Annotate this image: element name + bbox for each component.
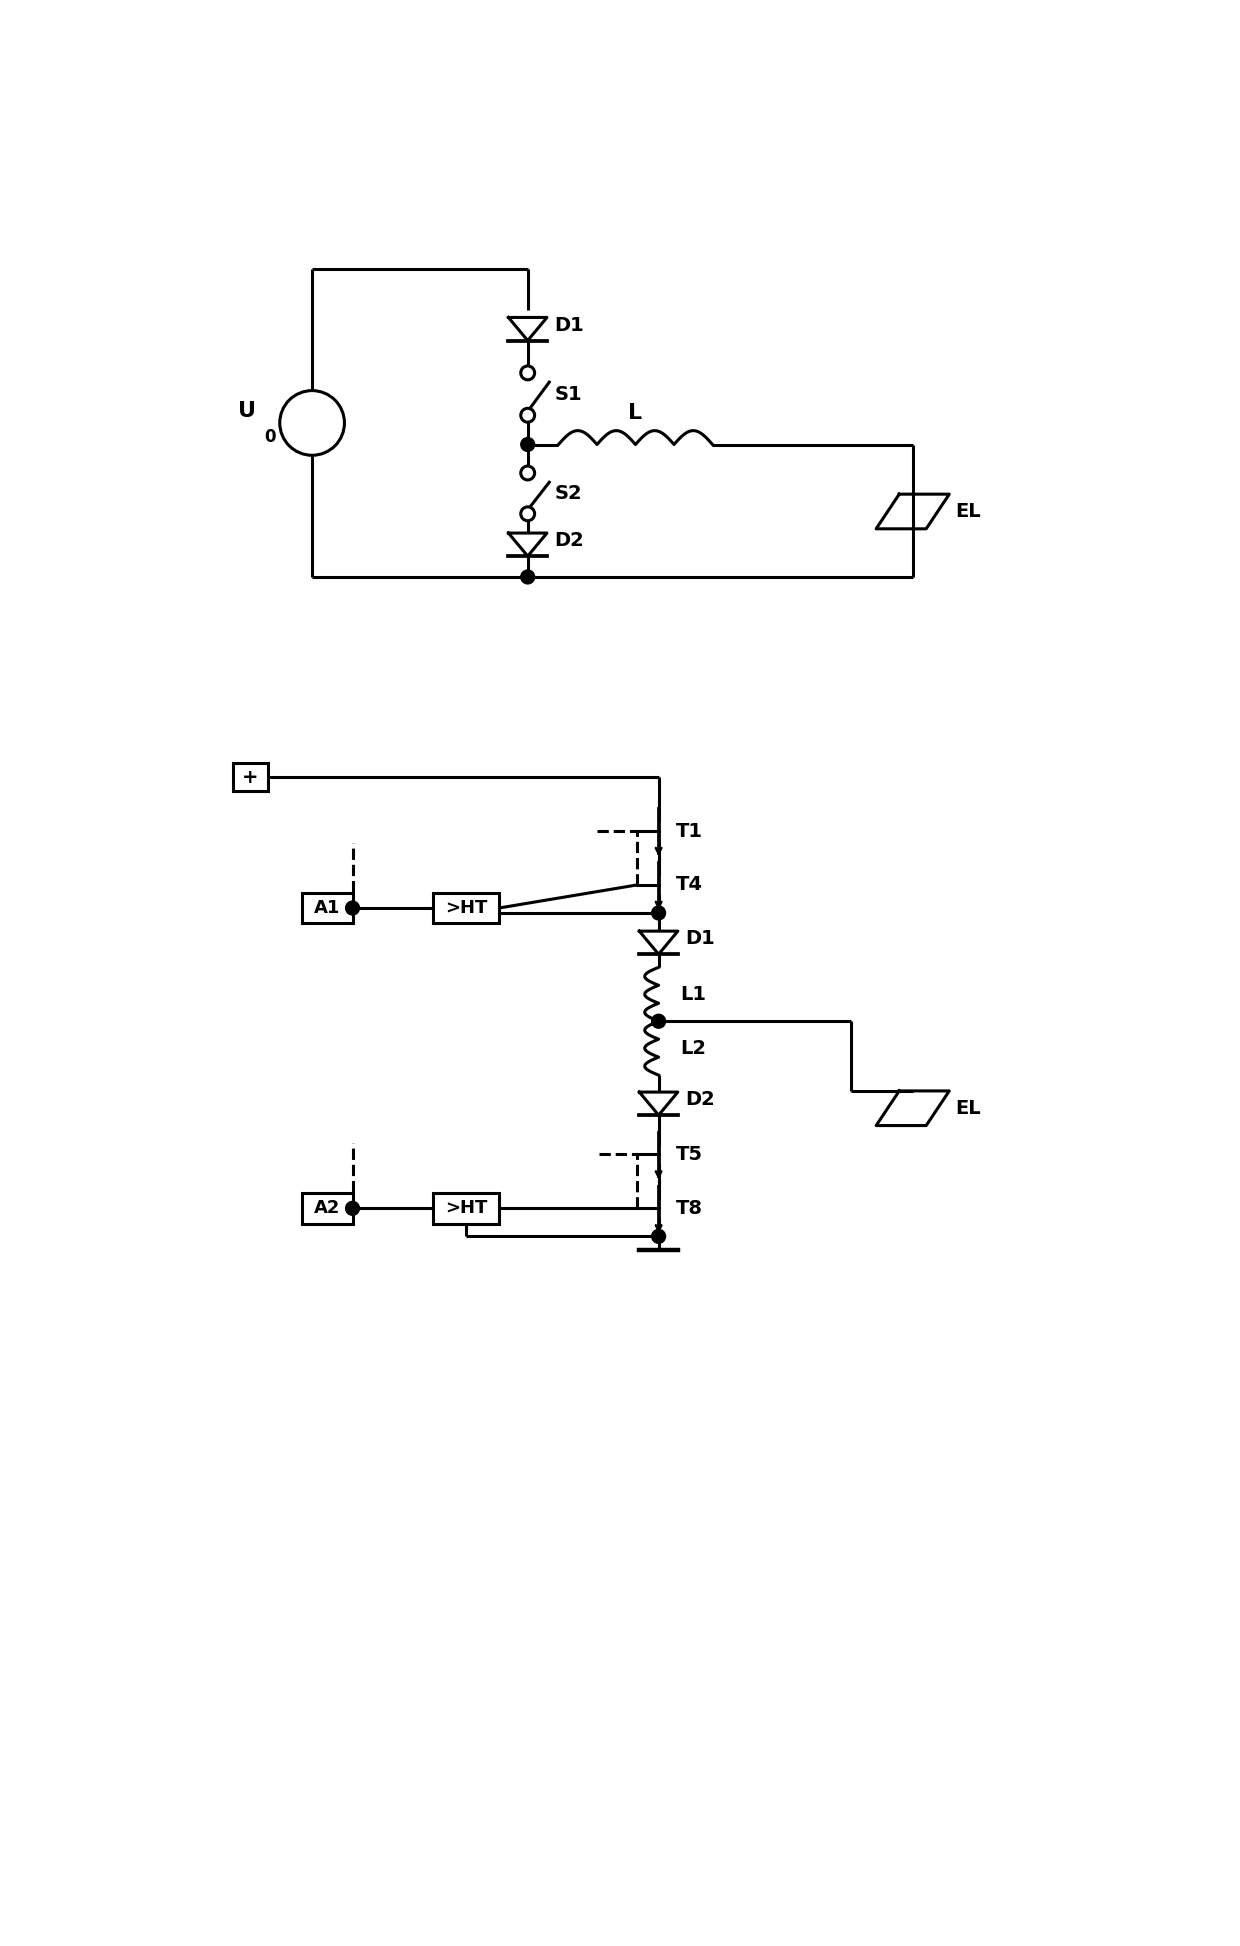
Circle shape <box>521 366 534 379</box>
Text: S2: S2 <box>554 485 583 502</box>
FancyBboxPatch shape <box>433 893 498 924</box>
Text: A1: A1 <box>314 899 341 917</box>
Text: T8: T8 <box>676 1199 703 1218</box>
Text: A2: A2 <box>314 1199 341 1218</box>
FancyBboxPatch shape <box>233 763 268 790</box>
Circle shape <box>521 465 534 481</box>
Circle shape <box>521 570 534 584</box>
Text: D1: D1 <box>686 930 715 948</box>
Text: S1: S1 <box>554 385 583 403</box>
Circle shape <box>346 901 360 915</box>
Text: D2: D2 <box>554 531 584 551</box>
Polygon shape <box>640 930 678 954</box>
Circle shape <box>280 391 345 455</box>
Circle shape <box>521 409 534 422</box>
Text: +: + <box>242 767 259 786</box>
Text: T1: T1 <box>676 821 703 841</box>
FancyBboxPatch shape <box>433 1193 498 1224</box>
Text: >HT: >HT <box>445 899 487 917</box>
FancyBboxPatch shape <box>303 1193 352 1224</box>
Text: L1: L1 <box>681 985 706 1004</box>
FancyBboxPatch shape <box>303 893 352 924</box>
Circle shape <box>521 438 534 451</box>
Polygon shape <box>508 317 547 341</box>
Circle shape <box>652 1014 666 1027</box>
Circle shape <box>652 1230 666 1243</box>
Circle shape <box>346 1201 360 1214</box>
Text: T4: T4 <box>676 876 703 895</box>
Text: T5: T5 <box>676 1144 703 1164</box>
Text: L2: L2 <box>681 1039 706 1059</box>
Text: >HT: >HT <box>445 1199 487 1218</box>
Text: D2: D2 <box>686 1090 715 1109</box>
Circle shape <box>521 506 534 522</box>
Text: L: L <box>629 403 642 422</box>
Text: EL: EL <box>955 1099 981 1117</box>
Circle shape <box>652 907 666 920</box>
Text: D1: D1 <box>554 315 584 335</box>
Text: 0: 0 <box>264 428 275 446</box>
Text: EL: EL <box>955 502 981 522</box>
Polygon shape <box>508 533 547 557</box>
Polygon shape <box>640 1092 678 1115</box>
Text: U: U <box>238 401 255 422</box>
